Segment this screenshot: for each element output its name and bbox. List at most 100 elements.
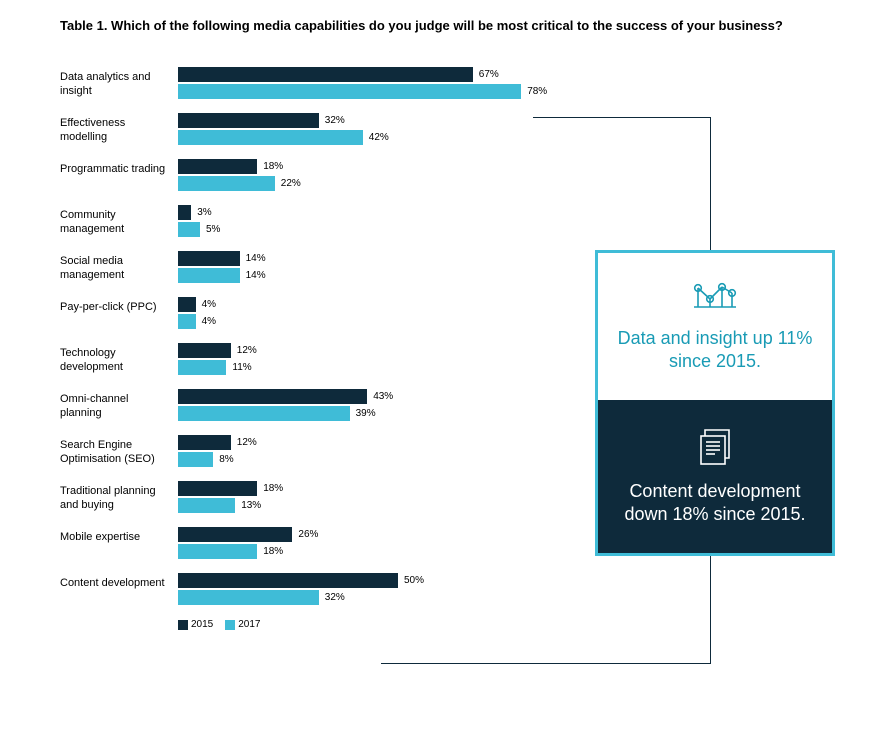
document-stack-icon: [616, 426, 814, 466]
category-label: Community management: [60, 205, 178, 237]
value-label: 4%: [202, 299, 216, 310]
bar-wrap: 67%: [178, 67, 560, 82]
bar: [178, 251, 240, 266]
bar-group: 50%32%: [178, 573, 560, 607]
callout-box: Data and insight up 11% since 2015. Cont…: [595, 250, 835, 556]
connector-bot-h: [381, 663, 711, 664]
bar: [178, 159, 257, 174]
bar-wrap: 12%: [178, 435, 560, 450]
bar-wrap: 5%: [178, 222, 560, 237]
bar: [178, 67, 473, 82]
bar: [178, 268, 240, 283]
bar-group: 26% 18%: [178, 527, 560, 561]
chart-row: Omni-channel planning43%39%: [60, 389, 560, 423]
chart-row: Effectiveness modelling 32% 42%: [60, 113, 560, 147]
bar: [178, 590, 319, 605]
bar: [178, 452, 213, 467]
legend-swatch: [225, 620, 235, 630]
bar-wrap: 11%: [178, 360, 560, 375]
bar-group: 3% 5%: [178, 205, 560, 239]
chart-row: Content development50%32%: [60, 573, 560, 607]
legend-label: 2015: [191, 619, 213, 630]
chart-row: Technology development 12% 11%: [60, 343, 560, 377]
bar: [178, 205, 191, 220]
callout-bottom-panel: Content development down 18% since 2015.: [598, 400, 832, 553]
category-label: Pay-per-click (PPC): [60, 297, 178, 315]
bar-wrap: 8%: [178, 452, 560, 467]
chart-row: Programmatic trading18%22%: [60, 159, 560, 193]
category-label: Effectiveness modelling: [60, 113, 178, 145]
value-label: 14%: [246, 270, 266, 281]
callout-bottom-text: Content development down 18% since 2015.: [616, 480, 814, 525]
bar: [178, 527, 292, 542]
value-label: 3%: [197, 207, 211, 218]
bar-group: 18% 22%: [178, 159, 560, 193]
bar-wrap: 43%: [178, 389, 560, 404]
callout-top-panel: Data and insight up 11% since 2015.: [598, 253, 832, 400]
value-label: 32%: [325, 592, 345, 603]
value-label: 12%: [237, 345, 257, 356]
category-label: Content development: [60, 573, 178, 591]
connector-top-v: [710, 117, 711, 250]
value-label: 43%: [373, 391, 393, 402]
category-label: Traditional planning and buying: [60, 481, 178, 513]
value-label: 5%: [206, 224, 220, 235]
bar-wrap: 26%: [178, 527, 560, 542]
legend: 2015 2017: [178, 619, 861, 630]
connector-bot-v: [710, 554, 711, 663]
value-label: 26%: [298, 529, 318, 540]
category-label: Data analytics and insight: [60, 67, 178, 99]
bar-wrap: 18%: [178, 481, 560, 496]
chart-row: Data analytics and insight67%78%: [60, 67, 560, 101]
bar: [178, 84, 521, 99]
bar-wrap: 78%: [178, 84, 560, 99]
category-label: Social media management: [60, 251, 178, 283]
chart-row: Pay-per-click (PPC) 4% 4%: [60, 297, 560, 331]
value-label: 12%: [237, 437, 257, 448]
chart-row: Search Engine Optimisation (SEO)12%8%: [60, 435, 560, 469]
legend-item: 2017: [225, 619, 260, 630]
bar: [178, 297, 196, 312]
callout-top-text: Data and insight up 11% since 2015.: [616, 327, 814, 372]
bar: [178, 343, 231, 358]
bar-wrap: 39%: [178, 406, 560, 421]
value-label: 8%: [219, 454, 233, 465]
category-label: Mobile expertise: [60, 527, 178, 545]
category-label: Technology development: [60, 343, 178, 375]
bar: [178, 435, 231, 450]
bar-wrap: 22%: [178, 176, 560, 191]
bar-group: 18%13%: [178, 481, 560, 515]
value-label: 22%: [281, 178, 301, 189]
value-label: 4%: [202, 316, 216, 327]
value-label: 78%: [527, 86, 547, 97]
bar: [178, 222, 200, 237]
table-title: Table 1. Which of the following media ca…: [60, 18, 861, 33]
bar-group: 43%39%: [178, 389, 560, 423]
bar-wrap: 14%: [178, 268, 560, 283]
chart-row: Mobile expertise 26% 18%: [60, 527, 560, 561]
value-label: 18%: [263, 161, 283, 172]
chart-row: Social media management14%14%: [60, 251, 560, 285]
bar-group: 12% 11%: [178, 343, 560, 377]
bar-wrap: 50%: [178, 573, 560, 588]
bar-wrap: 4%: [178, 314, 560, 329]
bar-group: 12% 8%: [178, 435, 560, 469]
legend-label: 2017: [238, 619, 260, 630]
bar: [178, 130, 363, 145]
bar-wrap: 14%: [178, 251, 560, 266]
bar: [178, 481, 257, 496]
bar: [178, 360, 226, 375]
value-label: 11%: [232, 362, 251, 373]
connector-top-h: [533, 117, 710, 118]
bar-wrap: 4%: [178, 297, 560, 312]
bar-wrap: 32%: [178, 113, 560, 128]
bar: [178, 573, 398, 588]
bar-wrap: 18%: [178, 544, 560, 559]
bar-group: 14%14%: [178, 251, 560, 285]
value-label: 18%: [263, 546, 283, 557]
bar: [178, 406, 350, 421]
bar-group: 67%78%: [178, 67, 560, 101]
value-label: 32%: [325, 115, 345, 126]
value-label: 42%: [369, 132, 389, 143]
bar-chart: Data analytics and insight67%78%Effectiv…: [60, 67, 560, 607]
